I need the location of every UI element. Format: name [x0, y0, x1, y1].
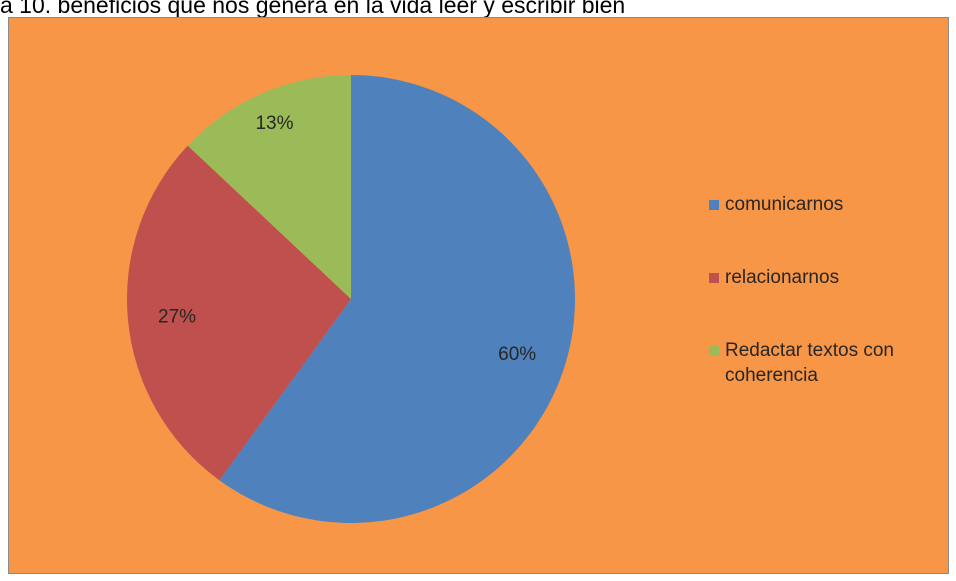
pie-slice-redactar-textos-con-coherencia: [187, 75, 351, 299]
data-label-redactar-textos-con-coherencia: 13%: [255, 113, 293, 134]
data-label-comunicarnos: 60%: [498, 344, 536, 365]
pie-chart-plot: 60% 27% 13%: [126, 75, 575, 523]
legend-item-relacionarnos: relacionarnos: [709, 265, 947, 290]
legend-swatch: [709, 346, 719, 356]
legend-item-redactar-textos-con-coherencia: Redactar textos con coherencia: [709, 338, 947, 388]
legend-swatch: [709, 200, 719, 210]
legend-label: Redactar textos con coherencia: [725, 340, 894, 386]
pie-chart: 60% 27% 13% comunicarnos relacionarnos Redac…: [8, 17, 949, 574]
pie-slice-relacionarnos: [126, 145, 352, 481]
legend: comunicarnos relacionarnos Redactar textos…: [709, 192, 947, 436]
legend-label: comunicarnos: [725, 194, 844, 215]
legend-swatch: [709, 273, 719, 283]
figure-caption: a 10. beneficios que nos genera en la vi…: [0, 0, 626, 18]
pie-slice-comunicarnos: [219, 75, 575, 523]
data-label-relacionarnos: 27%: [158, 306, 196, 327]
legend-label: relacionarnos: [725, 267, 840, 288]
legend-item-comunicarnos: comunicarnos: [709, 192, 947, 217]
